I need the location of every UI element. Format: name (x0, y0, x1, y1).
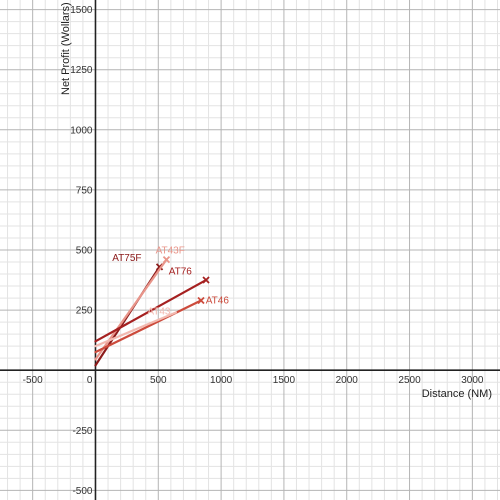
x-tick-label: 500 (150, 375, 167, 386)
y-axis-label: Net Profit (Wollars) (60, 2, 72, 95)
marker-stroke (197, 296, 205, 305)
y-tick-label: 750 (76, 185, 93, 196)
series-end-marker-at46 (197, 296, 205, 305)
y-tick-label: 500 (76, 246, 93, 257)
series-label-at75f: AT75F (112, 253, 141, 264)
series-line-at76 (94, 278, 208, 343)
x-tick-label: 1000 (210, 375, 233, 386)
x-axis-label: Distance (NM) (422, 388, 492, 400)
series-line-at46 (94, 299, 203, 354)
series-end-marker-at43f (162, 255, 171, 264)
series-line-at43f (94, 258, 168, 361)
y-tick-label: 1250 (70, 65, 93, 76)
x-tick-label: -500 (23, 375, 43, 386)
series-label-at46: AT46 (206, 295, 230, 306)
y-tick-label: 1500 (70, 5, 93, 16)
x-tick-label: 2500 (398, 375, 421, 386)
y-tick-label: 250 (76, 306, 93, 317)
series-labels: AT75F AT43F AT76 AT46 AT43 (112, 246, 229, 318)
origin-tick-label: 0 (87, 375, 93, 386)
y-tick-label: -250 (72, 426, 92, 437)
marker-stroke (202, 276, 210, 284)
x-tick-label: 2000 (336, 375, 359, 386)
y-tick-label: 1000 (70, 125, 93, 136)
marker-stroke (162, 255, 171, 264)
x-tick-label: 1500 (273, 375, 296, 386)
series-label-at43f: AT43F (156, 246, 185, 257)
tick-labels: -500 500 1000 1500 2000 2500 3000 -500 -250 250 50… (23, 5, 484, 497)
series-line-at43 (94, 311, 177, 348)
y-tick-label: -500 (72, 486, 92, 497)
series-label-at43: AT43 (147, 306, 171, 317)
series-label-at76: AT76 (169, 267, 193, 278)
x-tick-label: 3000 (461, 375, 484, 386)
series-end-marker-at76 (202, 276, 210, 284)
series-layer (94, 255, 210, 367)
